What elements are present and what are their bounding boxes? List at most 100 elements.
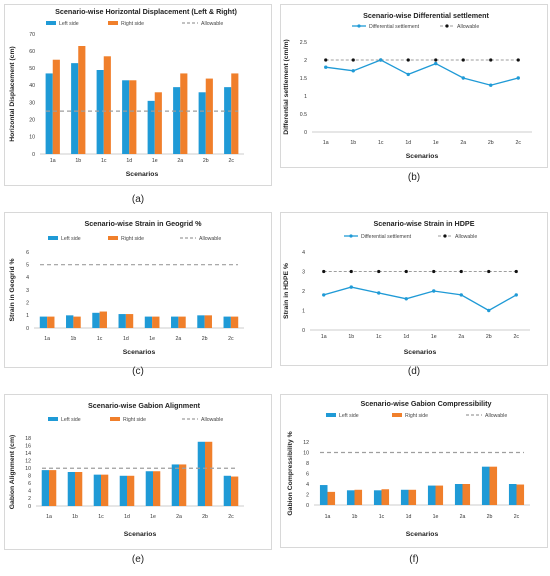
- bar-f-right-1a: [327, 491, 336, 505]
- legend-a-left-label: Left side: [59, 21, 79, 27]
- bar-c-right-1b: [73, 316, 81, 328]
- chart-b-ytick: 0.5: [300, 112, 307, 118]
- chart-b-ytick: 1.5: [300, 76, 307, 82]
- chart-b-ytick: 0: [304, 130, 307, 136]
- chart-e-ytick: 12: [25, 458, 31, 464]
- chart-f-xtick: 1b: [352, 514, 358, 520]
- bar-a-right-1d: [129, 80, 137, 154]
- series-point-b-1a: [324, 65, 328, 69]
- series-point-d-2a: [459, 293, 463, 297]
- chart-e-ylabel: Gabion Alignment (cm): [9, 435, 16, 510]
- legend-f-right-label: Right side: [405, 413, 428, 419]
- chart-d-ytick: 3: [302, 269, 305, 275]
- chart-a-ytick: 70: [29, 32, 35, 38]
- chart-d-ytick: 1: [302, 308, 305, 314]
- bar-f-left-2a: [454, 484, 463, 505]
- chart-a-ytick: 50: [29, 66, 35, 72]
- chart-c-xtick: 1e: [149, 336, 155, 342]
- chart-f-xlabel: Scenarios: [406, 531, 439, 538]
- chart-f-xtick: 1c: [379, 514, 385, 520]
- bar-a-left-1b: [71, 63, 79, 155]
- chart-f-xtick: 2b: [487, 514, 493, 520]
- chart-d-ylabel: Strain in HDPE %: [283, 263, 290, 319]
- chart-c-xtick: 1d: [123, 336, 129, 342]
- chart-f-ytick: 4: [306, 482, 309, 488]
- caption-f: (f): [409, 554, 419, 565]
- chart-f-frame: [280, 394, 548, 548]
- series-point-b-1d: [406, 72, 410, 77]
- bar-c-left-2b: [197, 315, 205, 328]
- legend-f-left-label: Left side: [339, 413, 359, 419]
- chart-b-ytick: 1: [304, 94, 307, 100]
- chart-a-xtick: 2c: [229, 158, 235, 164]
- bar-c-left-2a: [171, 316, 179, 328]
- chart-b-xtick: 1a: [323, 140, 329, 146]
- chart-c-xtick: 2b: [202, 336, 208, 342]
- chart-e-title: Scenario-wise Gabion Alignment: [88, 401, 201, 410]
- allowable-point-d-1d: [404, 269, 408, 274]
- bar-f-right-2c: [516, 484, 525, 505]
- bar-a-right-2c: [231, 73, 239, 154]
- bar-c-right-1c: [99, 311, 107, 328]
- chart-f-ytick: 2: [306, 492, 309, 498]
- chart-e-xtick: 1b: [72, 514, 78, 520]
- legend-c-left-swatch: [48, 236, 58, 240]
- chart-a-ytick: 30: [29, 100, 35, 106]
- legend-d-allowable-label: Allowable: [455, 234, 477, 240]
- bar-c-right-1a: [47, 316, 55, 328]
- series-point-b-2a: [461, 76, 465, 80]
- chart-d-frame: [280, 212, 548, 366]
- chart-f-title: Scenario-wise Gabion Compressibility: [360, 399, 491, 408]
- chart-b-xtick: 2b: [488, 140, 494, 146]
- legend-a-right-label: Right side: [121, 21, 144, 27]
- legend-e-right-swatch: [110, 417, 120, 421]
- chart-b-xtick: 2a: [460, 140, 466, 146]
- chart-b-ytick: 2.5: [300, 40, 307, 46]
- bar-f-right-1d: [408, 489, 417, 505]
- bar-a-right-1c: [103, 56, 111, 154]
- bar-a-right-1e: [154, 92, 162, 154]
- chart-d-ytick: 2: [302, 289, 305, 295]
- series-point-d-1e: [432, 289, 436, 293]
- caption-e: (e): [131, 554, 145, 565]
- chart-a-xtick: 2b: [203, 158, 209, 164]
- series-point-b-2b: [489, 83, 493, 87]
- bar-e-left-2c: [223, 475, 231, 506]
- bar-a-right-1a: [52, 59, 60, 154]
- chart-panel-d: Scenario-wise Strain in HDPE 0 1 2 3 4 1a 1b 1c 1…: [280, 212, 548, 394]
- chart-panel-c: Scenario-wise Strain in Geogrid % 0 1 2 3 4 5 6…: [4, 212, 272, 394]
- chart-d-title: Scenario-wise Strain in HDPE: [373, 219, 474, 228]
- bar-e-right-1d: [127, 475, 135, 506]
- bar-e-left-1b: [67, 472, 75, 506]
- chart-a-xtick: 1a: [50, 158, 56, 164]
- chart-d-xtick: 2c: [514, 334, 520, 340]
- bar-c-right-1d: [125, 314, 134, 328]
- chart-e-ytick: 6: [28, 481, 31, 487]
- chart-c-ytick: 0: [26, 326, 29, 332]
- legend-f-left-swatch: [326, 413, 336, 417]
- bar-f-left-1b: [346, 490, 355, 505]
- chart-b-ylabel: Differential settlement (cm/m): [283, 39, 290, 135]
- chart-e-xlabel: Scenarios: [124, 531, 157, 538]
- legend-c-left-label: Left side: [61, 236, 81, 242]
- chart-panel-b: Scenario-wise Differential settlement 0 0.…: [280, 4, 548, 186]
- chart-a-ytick: 0: [32, 152, 35, 158]
- series-point-d-1b: [349, 285, 353, 289]
- chart-d-ytick: 4: [302, 250, 305, 256]
- series-point-d-1c: [377, 291, 381, 295]
- legend-b-series-label: Differential settlement: [369, 24, 420, 30]
- allowable-point-b-2a: [461, 58, 465, 62]
- chart-b-xtick: 1d: [405, 140, 411, 146]
- chart-a-xlabel: Scenarios: [126, 171, 159, 178]
- chart-d-xtick: 2a: [458, 334, 464, 340]
- allowable-point-d-1a: [322, 269, 326, 274]
- chart-d-xlabel: Scenarios: [404, 349, 437, 356]
- bar-f-right-1e: [435, 485, 444, 505]
- bar-c-left-2c: [223, 316, 231, 328]
- bar-f-left-2c: [508, 484, 517, 505]
- bar-f-left-1e: [427, 485, 436, 505]
- bar-e-left-2b: [197, 441, 205, 506]
- chart-d-xtick: 1d: [403, 334, 409, 340]
- chart-b-xtick: 1b: [350, 140, 356, 146]
- caption-b: (b): [407, 172, 421, 183]
